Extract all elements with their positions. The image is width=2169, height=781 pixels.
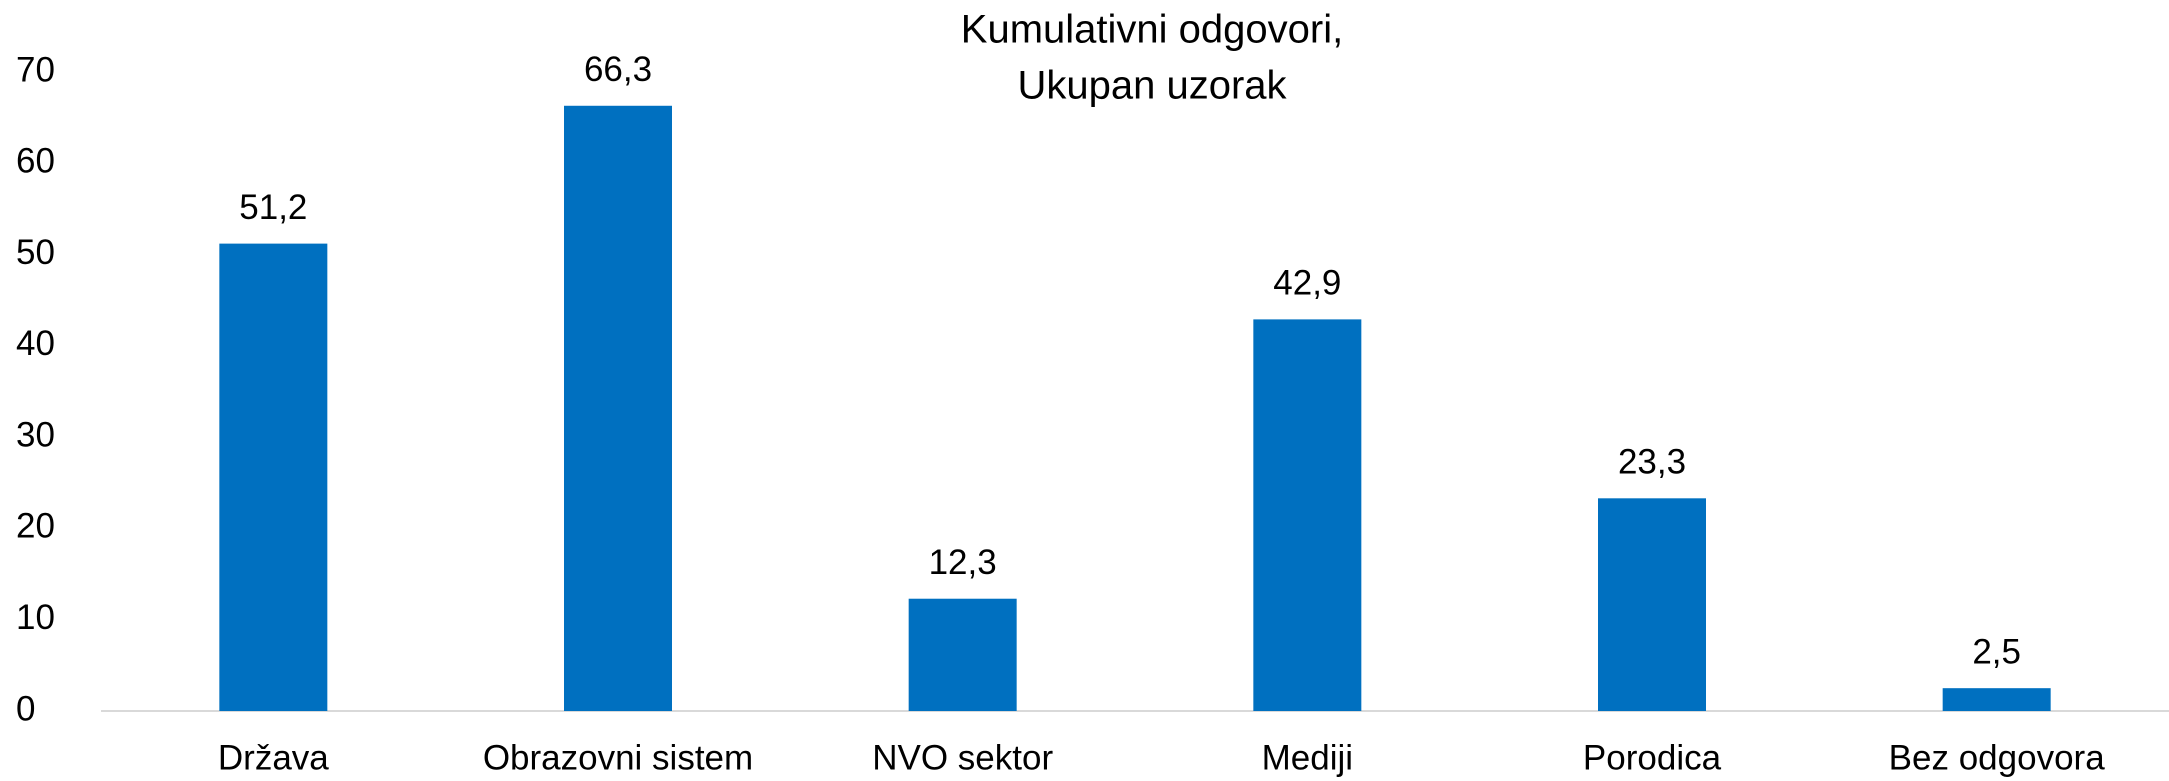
x-tick-label: Porodica (1583, 738, 1722, 777)
x-tick-label: Bez odgovora (1889, 738, 2106, 777)
y-tick-label: 0 (16, 689, 35, 728)
y-tick-label: 10 (16, 598, 55, 637)
y-tick-label: 50 (16, 233, 55, 272)
y-tick-label: 30 (16, 415, 55, 454)
data-label: 42,9 (1273, 264, 1341, 303)
y-tick-label: 60 (16, 142, 55, 181)
x-tick-label: Obrazovni sistem (483, 738, 753, 777)
bar (1253, 319, 1362, 711)
data-label: 66,3 (584, 50, 652, 89)
data-label: 2,5 (1972, 632, 2021, 671)
data-label: 12,3 (929, 543, 997, 582)
chart-title: Ukupan uzorak (1017, 64, 1287, 108)
chart-title: Kumulativni odgovori, (961, 8, 1343, 52)
y-tick-label: 40 (16, 324, 55, 363)
y-tick-label: 20 (16, 507, 55, 546)
data-label: 51,2 (239, 188, 307, 227)
x-tick-label: NVO sektor (872, 738, 1053, 777)
bar (1598, 498, 1706, 711)
bar (908, 598, 1017, 711)
bar (1942, 688, 2051, 711)
y-tick-label: 70 (16, 50, 55, 89)
x-tick-label: Mediji (1262, 738, 1353, 777)
data-label: 23,3 (1618, 443, 1686, 482)
bar (564, 105, 672, 712)
bar (219, 243, 328, 712)
x-tick-label: Država (218, 738, 329, 777)
